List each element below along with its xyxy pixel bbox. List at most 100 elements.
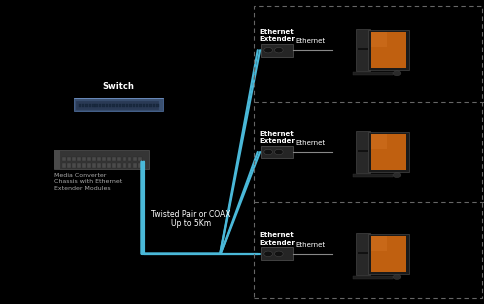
FancyBboxPatch shape — [371, 236, 387, 251]
Text: Ethernet
Extender: Ethernet Extender — [259, 233, 295, 246]
FancyBboxPatch shape — [76, 101, 159, 110]
Bar — [87, 164, 91, 168]
Text: Ethernet: Ethernet — [295, 140, 325, 146]
FancyBboxPatch shape — [356, 29, 370, 71]
Bar — [92, 104, 94, 107]
FancyBboxPatch shape — [371, 32, 406, 68]
FancyBboxPatch shape — [368, 234, 409, 274]
Text: Ethernet
Extender: Ethernet Extender — [259, 131, 295, 144]
FancyBboxPatch shape — [371, 134, 406, 170]
FancyBboxPatch shape — [261, 146, 293, 158]
Bar — [254, 6, 482, 298]
Bar — [82, 104, 84, 107]
Circle shape — [393, 275, 401, 279]
Text: Media Converter
Chassis with Ethernet
Extender Modules: Media Converter Chassis with Ethernet Ex… — [54, 173, 123, 191]
Bar — [95, 104, 98, 107]
Bar — [102, 104, 105, 107]
Circle shape — [264, 251, 272, 257]
Bar — [87, 157, 91, 161]
Circle shape — [274, 251, 283, 257]
Bar — [153, 104, 155, 107]
Bar — [78, 104, 81, 107]
Circle shape — [274, 149, 283, 155]
Bar — [118, 164, 121, 168]
Bar — [122, 157, 126, 161]
Bar — [128, 164, 132, 168]
Bar — [112, 104, 115, 107]
Bar — [133, 157, 136, 161]
Circle shape — [393, 173, 401, 178]
Bar — [150, 104, 152, 107]
Bar — [358, 252, 368, 254]
Bar — [77, 164, 81, 168]
Bar — [92, 157, 96, 161]
Bar — [82, 157, 86, 161]
Bar — [119, 104, 121, 107]
FancyBboxPatch shape — [353, 174, 393, 177]
FancyBboxPatch shape — [261, 247, 293, 260]
Bar — [62, 164, 66, 168]
Bar — [54, 150, 60, 170]
Bar — [139, 104, 142, 107]
Bar — [106, 104, 108, 107]
Bar — [129, 104, 132, 107]
Bar — [122, 164, 126, 168]
Bar — [82, 164, 86, 168]
FancyBboxPatch shape — [368, 132, 409, 172]
FancyBboxPatch shape — [371, 236, 406, 272]
FancyBboxPatch shape — [54, 150, 149, 170]
Bar — [107, 164, 111, 168]
Bar — [89, 104, 91, 107]
Text: Twisted Pair or COAX: Twisted Pair or COAX — [151, 210, 231, 219]
Bar — [67, 157, 71, 161]
Bar — [143, 104, 145, 107]
Bar — [102, 157, 106, 161]
Bar — [107, 157, 111, 161]
Bar — [97, 164, 101, 168]
Bar — [118, 157, 121, 161]
Bar — [146, 104, 149, 107]
FancyBboxPatch shape — [356, 131, 370, 173]
Text: Ethernet
Extender: Ethernet Extender — [259, 29, 295, 42]
Circle shape — [264, 47, 272, 53]
Bar — [116, 104, 118, 107]
Circle shape — [393, 71, 401, 76]
Bar — [85, 104, 88, 107]
Bar — [156, 104, 159, 107]
FancyBboxPatch shape — [371, 32, 387, 47]
Bar — [72, 157, 76, 161]
Bar — [92, 164, 96, 168]
Bar — [358, 150, 368, 152]
Bar — [102, 164, 106, 168]
Bar — [358, 48, 368, 50]
Bar — [133, 104, 135, 107]
FancyBboxPatch shape — [74, 98, 164, 111]
Bar — [112, 157, 116, 161]
Text: Switch: Switch — [103, 82, 135, 91]
FancyBboxPatch shape — [368, 30, 409, 70]
Bar — [77, 157, 81, 161]
Text: Ethernet: Ethernet — [295, 242, 325, 248]
Bar — [109, 104, 111, 107]
FancyBboxPatch shape — [356, 233, 370, 275]
FancyBboxPatch shape — [371, 134, 387, 149]
FancyBboxPatch shape — [261, 44, 293, 57]
Bar — [128, 157, 132, 161]
Bar — [99, 104, 101, 107]
Bar — [137, 164, 141, 168]
Bar — [67, 164, 71, 168]
Text: Ethernet: Ethernet — [295, 38, 325, 44]
Bar — [136, 104, 138, 107]
FancyBboxPatch shape — [353, 72, 393, 75]
Circle shape — [264, 149, 272, 155]
Bar — [72, 164, 76, 168]
Bar — [62, 157, 66, 161]
Bar — [126, 104, 128, 107]
Bar — [122, 104, 125, 107]
Bar — [133, 164, 136, 168]
Bar — [112, 164, 116, 168]
Bar — [137, 157, 141, 161]
Text: Up to 5Km: Up to 5Km — [171, 219, 211, 228]
FancyBboxPatch shape — [353, 276, 393, 279]
Bar — [97, 157, 101, 161]
